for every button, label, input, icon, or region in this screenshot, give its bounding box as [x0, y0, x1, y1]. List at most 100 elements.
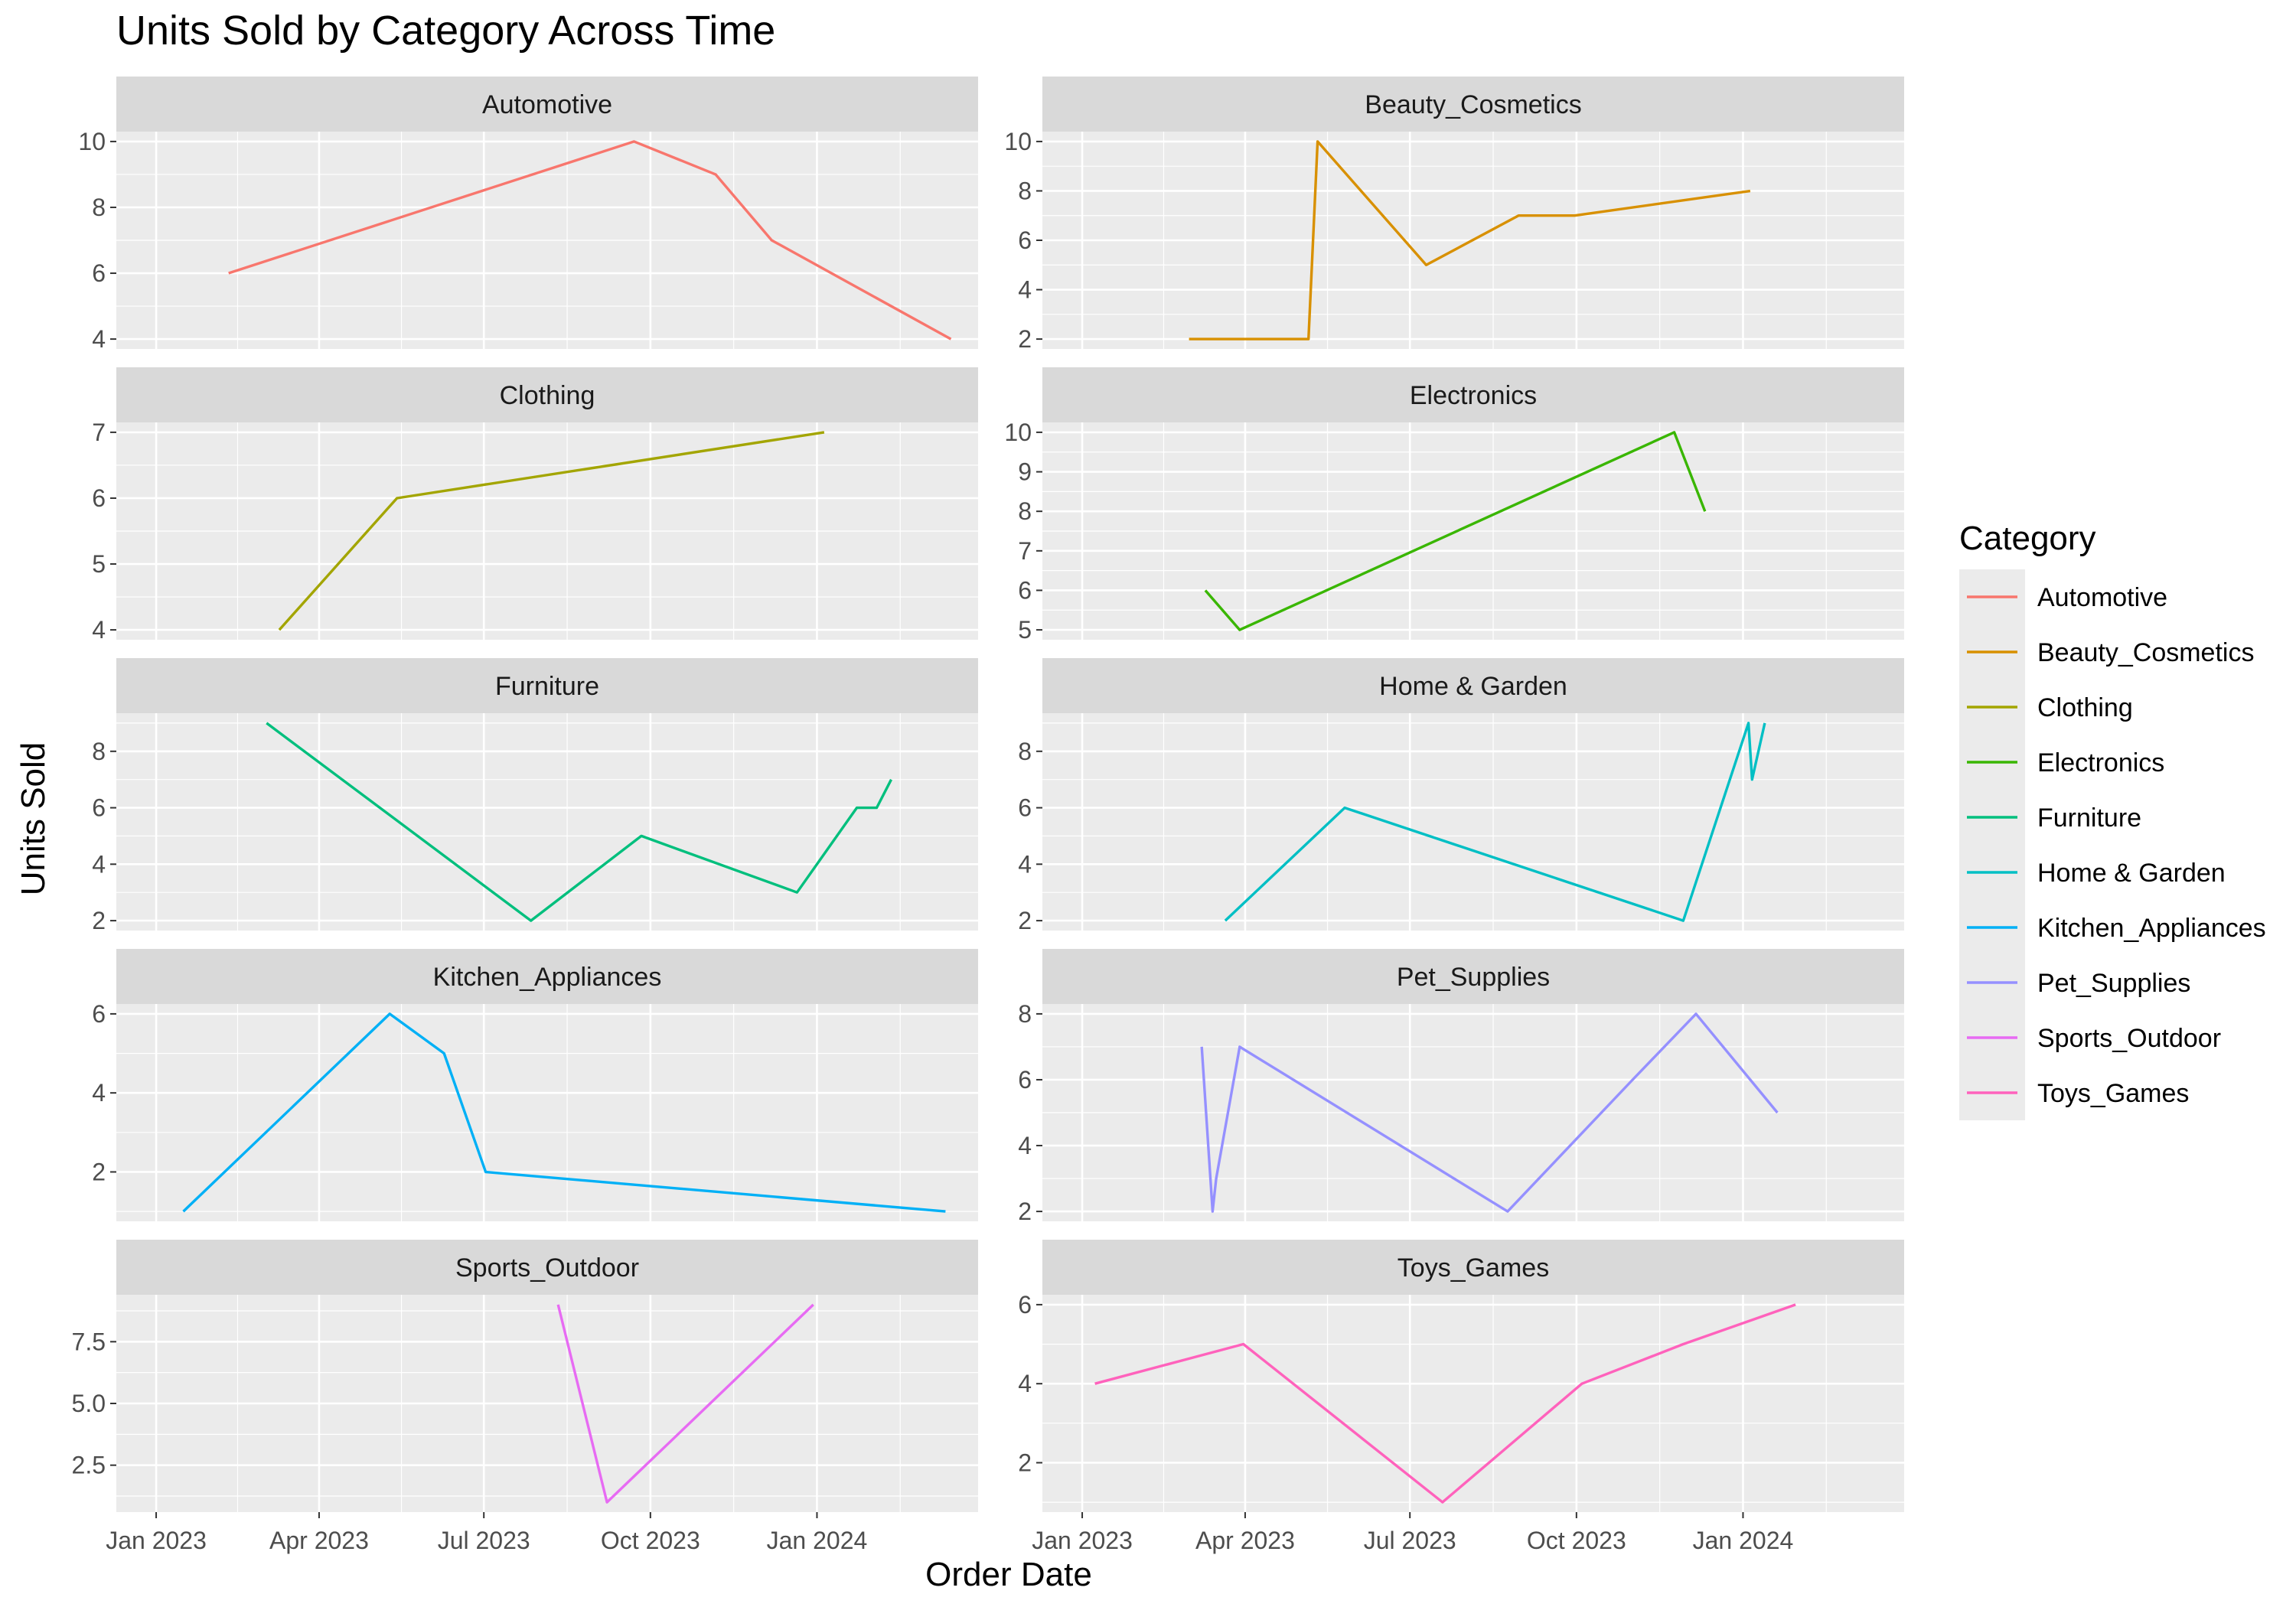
- legend-item-electronics: Electronics: [1959, 735, 2164, 790]
- y-tick-label: 2: [1018, 1198, 1032, 1225]
- facet-panels: Automotive 4 6 8 10 Beauty_Cosmetics 2 4 6 8 10 Clo…: [72, 77, 1904, 1554]
- y-tick-label: 5.0: [72, 1390, 106, 1417]
- legend: Category Automotive Beauty_Cosmetics Clothi…: [1959, 520, 2266, 1120]
- y-tick-label: 6: [1018, 227, 1032, 254]
- facet-strip-pet-supplies: [1042, 949, 1904, 1004]
- facet-strip-electronics: [1042, 367, 1904, 422]
- series-line-toys-games: [1094, 1303, 1796, 1504]
- y-axis-title: Units Sold: [15, 742, 52, 896]
- legend-label: Furniture: [2037, 804, 2141, 833]
- facet-label-kitchen-appliances: Kitchen_Appliances: [433, 963, 662, 992]
- y-tick-label: 4: [92, 1079, 106, 1107]
- y-tick-label: 6: [92, 484, 106, 512]
- series-line-beauty-cosmetics: [1189, 140, 1751, 341]
- facet-label-furniture: Furniture: [495, 672, 599, 701]
- series-line-sports-outdoor: [556, 1303, 814, 1504]
- legend-label: Electronics: [2037, 748, 2164, 777]
- y-tick-label: 5: [92, 550, 106, 578]
- series-line-electronics: [1204, 431, 1707, 631]
- facet-strip-toys-games: [1042, 1240, 1904, 1295]
- x-tick-label: Apr 2023: [269, 1527, 369, 1554]
- legend-label: Kitchen_Appliances: [2037, 914, 2266, 943]
- facet-furniture: Furniture 2 4 6 8: [92, 658, 978, 934]
- facet-strip-home-and-garden: [1042, 658, 1904, 713]
- y-tick-label: 4: [1018, 1370, 1032, 1397]
- series-line-furniture: [266, 722, 893, 922]
- legend-label: Home & Garden: [2037, 859, 2226, 888]
- y-tick-label: 8: [1018, 497, 1032, 525]
- facet-label-automotive: Automotive: [482, 90, 612, 119]
- y-tick-label: 2: [1018, 325, 1032, 353]
- y-tick-label: 8: [1018, 1000, 1032, 1028]
- chart-title: Units Sold by Category Across Time: [116, 8, 775, 54]
- facet-electronics: Electronics 5 6 7 8 9 10: [1004, 367, 1904, 644]
- x-tick-label: Jan 2024: [767, 1527, 868, 1554]
- y-tick-label: 4: [92, 616, 106, 644]
- legend-item-sports-outdoor: Sports_Outdoor: [1959, 1010, 2221, 1065]
- legend-item-toys-games: Toys_Games: [1959, 1065, 2189, 1120]
- y-tick-label: 2.5: [72, 1452, 106, 1479]
- y-tick-label: 4: [1018, 1132, 1032, 1159]
- legend-label: Automotive: [2037, 583, 2167, 612]
- y-tick-label: 8: [1018, 738, 1032, 765]
- x-tick-label: Oct 2023: [1527, 1527, 1626, 1554]
- y-tick-label: 7: [92, 419, 106, 446]
- facet-strip-sports-outdoor: [116, 1240, 978, 1295]
- y-tick-label: 7: [1018, 537, 1032, 565]
- y-tick-label: 2: [1018, 907, 1032, 934]
- facet-label-electronics: Electronics: [1410, 381, 1537, 410]
- series-line-clothing: [278, 431, 825, 631]
- series-line-home-and-garden: [1224, 722, 1766, 922]
- legend-item-beauty-cosmetics: Beauty_Cosmetics: [1959, 624, 2254, 680]
- legend-title: Category: [1959, 520, 2096, 557]
- panel-background-toys-games: [1042, 1295, 1904, 1512]
- facet-kitchen-appliances: Kitchen_Appliances 2 4 6: [92, 949, 978, 1221]
- facet-strip-kitchen-appliances: [116, 949, 978, 1004]
- x-tick-label: Apr 2023: [1195, 1527, 1295, 1554]
- x-tick-label: Jan 2024: [1693, 1527, 1794, 1554]
- x-tick-label: Jan 2023: [106, 1527, 207, 1554]
- y-tick-label: 10: [1004, 419, 1032, 446]
- facet-beauty-cosmetics: Beauty_Cosmetics 2 4 6 8 10: [1004, 77, 1904, 353]
- y-tick-label: 5: [1018, 616, 1032, 644]
- x-axis-title: Order Date: [925, 1556, 1092, 1593]
- facet-label-beauty-cosmetics: Beauty_Cosmetics: [1365, 90, 1581, 119]
- series-line-kitchen-appliances: [182, 1012, 946, 1213]
- y-tick-label: 6: [1018, 576, 1032, 604]
- facet-strip-clothing: [116, 367, 978, 422]
- y-tick-label: 8: [1018, 177, 1032, 204]
- y-tick-label: 6: [92, 794, 106, 822]
- y-tick-label: 9: [1018, 458, 1032, 486]
- x-tick-label: Jul 2023: [438, 1527, 530, 1554]
- legend-item-kitchen-appliances: Kitchen_Appliances: [1959, 900, 2266, 955]
- facet-label-sports-outdoor: Sports_Outdoor: [455, 1253, 639, 1283]
- legend-label: Pet_Supplies: [2037, 969, 2190, 998]
- y-tick-label: 10: [1004, 128, 1032, 155]
- y-tick-label: 2: [92, 907, 106, 934]
- y-tick-label: 4: [92, 850, 106, 878]
- legend-item-automotive: Automotive: [1959, 569, 2167, 624]
- facet-strip-beauty-cosmetics: [1042, 77, 1904, 132]
- y-tick-label: 4: [92, 325, 106, 353]
- facet-clothing: Clothing 4 5 6 7: [92, 367, 978, 644]
- y-tick-label: 2: [92, 1158, 106, 1185]
- legend-item-pet-supplies: Pet_Supplies: [1959, 955, 2190, 1010]
- facet-sports-outdoor: Sports_Outdoor 2.5 5.0 7.5 Jan 2023 Apr 2023 J…: [72, 1240, 978, 1554]
- legend-label: Toys_Games: [2037, 1079, 2189, 1108]
- y-tick-label: 6: [1018, 1291, 1032, 1319]
- y-tick-label: 7.5: [72, 1328, 106, 1355]
- facet-automotive: Automotive 4 6 8 10: [78, 77, 978, 353]
- y-tick-label: 10: [78, 128, 106, 155]
- panel-background-furniture: [116, 713, 978, 931]
- y-tick-label: 8: [92, 738, 106, 765]
- facet-toys-games: Toys_Games 2 4 6 Jan 2023 Apr 2023 Jul 2023 Oct…: [1018, 1240, 1904, 1554]
- facet-home-and-garden: Home & Garden 2 4 6 8: [1018, 658, 1904, 934]
- y-tick-label: 6: [1018, 794, 1032, 822]
- y-tick-label: 6: [92, 1000, 106, 1028]
- series-line-pet-supplies: [1200, 1012, 1779, 1213]
- legend-label: Beauty_Cosmetics: [2037, 638, 2254, 667]
- y-tick-label: 4: [1018, 850, 1032, 878]
- y-tick-label: 6: [1018, 1066, 1032, 1094]
- x-tick-label: Jan 2023: [1032, 1527, 1133, 1554]
